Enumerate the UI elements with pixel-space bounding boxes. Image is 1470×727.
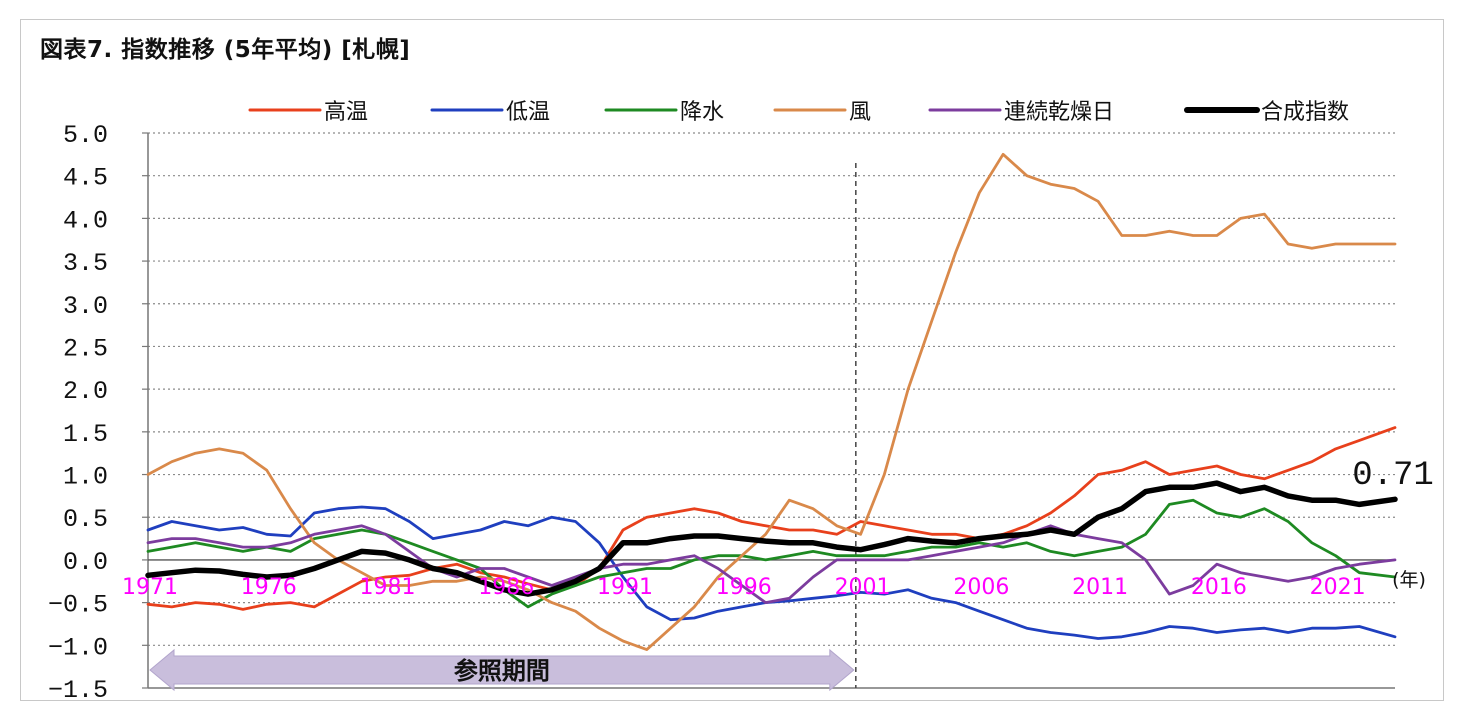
- series-lines: [145, 152, 1398, 651]
- y-tick-label: 4.5: [63, 164, 108, 193]
- series-line-6: [145, 480, 1398, 597]
- y-tick-label: 2.0: [63, 377, 108, 406]
- y-tick-label: −1.5: [48, 676, 108, 705]
- x-axis-unit: (年): [1392, 569, 1426, 591]
- y-tick-label: −0.5: [48, 591, 108, 620]
- y-tick-label: 1.0: [63, 463, 108, 492]
- x-tick-label: 2021: [1310, 575, 1366, 600]
- x-tick-label: 1991: [597, 575, 653, 600]
- y-tick-label: −1.0: [48, 633, 108, 662]
- tick-labels: 5.0 4.5 4.0 3.5 3.0 2.5 2.0 1.5 1.0 0.5 0.0 −0.5 −1.…: [48, 121, 1426, 705]
- annotations: 0.71: [1352, 457, 1434, 495]
- y-tick-label: 3.0: [63, 292, 108, 321]
- reference-period-label: 参照期間: [454, 657, 550, 685]
- y-tick-label: 3.5: [63, 249, 108, 278]
- series-line-1: [146, 426, 1397, 611]
- chart-frame: [20, 19, 1444, 701]
- grid: [148, 132, 1395, 646]
- y-tick-label: 2.5: [63, 334, 108, 363]
- x-tick-label: 1981: [360, 575, 416, 600]
- y-tick-label: 1.5: [63, 420, 108, 449]
- legend-label-5: 連続乾燥日: [1004, 100, 1114, 125]
- series-line-3: [146, 498, 1397, 609]
- legend: 高温 低温 降水 風 連続乾燥日 合成指数: [248, 100, 1349, 125]
- y-tick-label: 5.0: [63, 121, 108, 150]
- x-tick-label: 1996: [716, 575, 772, 600]
- legend-label-2: 低温: [506, 100, 550, 125]
- y-tick-label: 0.0: [63, 548, 108, 577]
- series-line-4: [146, 152, 1397, 651]
- reference-period: 参照期間: [149, 163, 857, 692]
- x-tick-label: 1971: [122, 575, 178, 600]
- y-tick-label: 4.0: [63, 206, 108, 235]
- y-tick-label: 0.5: [63, 505, 108, 534]
- x-tick-label: 1976: [241, 575, 297, 600]
- final-value-label: 0.71: [1352, 457, 1434, 495]
- x-tick-label: 2011: [1072, 575, 1128, 600]
- legend-label-6: 合成指数: [1261, 100, 1349, 125]
- series-line-5: [146, 524, 1397, 604]
- x-tick-label: 1986: [478, 575, 534, 600]
- reference-arrow: [149, 648, 855, 692]
- axes: [142, 132, 1395, 689]
- legend-label-4: 風: [849, 100, 871, 125]
- x-tick-label: 2006: [953, 575, 1009, 600]
- chart-title: 図表7. 指数推移 (5年平均) [札幌]: [40, 37, 411, 63]
- x-tick-label: 2016: [1191, 575, 1247, 600]
- legend-label-3: 降水: [680, 100, 724, 125]
- x-tick-label: 2001: [835, 575, 891, 600]
- legend-label-1: 高温: [324, 100, 368, 125]
